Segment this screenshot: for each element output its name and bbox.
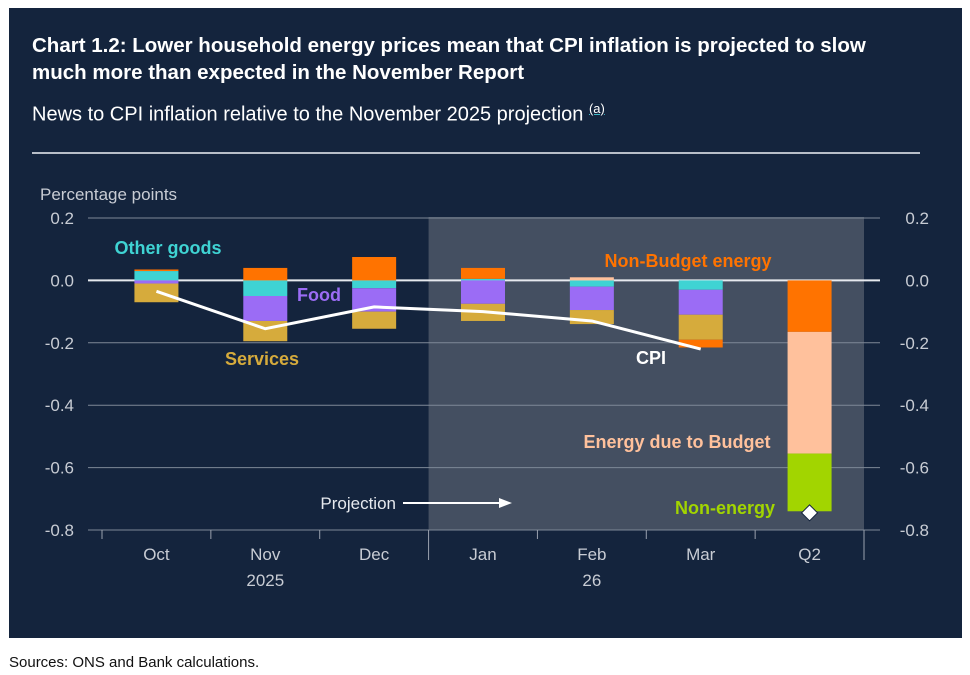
bar-other-goods	[134, 271, 179, 281]
bar-energy-due-to-budget	[569, 277, 614, 281]
bar-energy-due-to-budget	[787, 331, 832, 454]
bar-food	[569, 286, 614, 311]
y-tick-label-right: -0.6	[900, 459, 929, 478]
annotation-food: Food	[297, 285, 341, 305]
bar-food	[134, 280, 179, 284]
bar-non-budget-energy	[352, 257, 397, 281]
bar-services	[352, 311, 397, 329]
annotation-services: Services	[225, 349, 299, 369]
chart-title: Chart 1.2: Lower household energy prices…	[32, 34, 866, 84]
y-tick-label-right: 0.0	[905, 271, 929, 290]
bar-non-budget-energy	[787, 280, 832, 332]
annotation-non-budget-energy: Non-Budget energy	[604, 251, 771, 271]
y-tick-label-left: -0.2	[45, 334, 74, 353]
x-tick-label: Nov	[250, 545, 281, 564]
subtitle-text: News to CPI inflation relative to the No…	[32, 103, 584, 126]
sources-note: Sources: ONS and Bank calculations.	[9, 654, 260, 671]
y-tick-label-left: 0.0	[50, 271, 74, 290]
bar-non-budget-energy	[678, 339, 723, 348]
projection-label: Projection	[320, 494, 396, 513]
bar-other-goods	[352, 280, 397, 289]
x-tick-label: Q2	[798, 545, 821, 564]
bar-other-goods	[569, 280, 614, 287]
cpi-marker-diamond	[800, 504, 819, 522]
annotation-energy-due-to-budget: Energy due to Budget	[583, 432, 770, 452]
x-tick-label: Mar	[686, 545, 716, 564]
y-axis-label: Percentage points	[40, 185, 177, 204]
bar-non-energy	[787, 453, 832, 512]
bar-other-goods	[678, 280, 723, 290]
annotation-other-goods: Other goods	[115, 238, 222, 258]
x-tick-label: Jan	[469, 545, 496, 564]
x-tick-label: Oct	[143, 545, 170, 564]
bar-non-budget-energy	[134, 269, 179, 272]
projection-arrow-head	[499, 498, 512, 508]
bar-other-goods	[243, 280, 288, 296]
x-year-label: 2025	[246, 571, 284, 590]
y-tick-label-left: 0.2	[50, 209, 74, 228]
bar-food	[352, 288, 397, 312]
bar-food	[461, 280, 505, 304]
bar-food	[243, 296, 288, 321]
bar-food	[678, 289, 723, 315]
annotation-cpi: CPI	[636, 348, 666, 368]
y-tick-label-right: 0.2	[905, 209, 929, 228]
y-tick-label-left: -0.8	[45, 521, 74, 540]
y-tick-label-left: -0.4	[45, 396, 74, 415]
cpi-line	[155, 289, 702, 351]
bar-non-budget-energy	[243, 267, 288, 281]
bar-services	[678, 314, 723, 340]
chart-subtitle: News to CPI inflation relative to the No…	[32, 96, 605, 128]
title-divider	[32, 152, 920, 154]
footnote-link[interactable]: (a)	[588, 101, 605, 116]
y-tick-label-left: -0.6	[45, 459, 74, 478]
bar-other-goods	[461, 278, 505, 281]
x-year-label: 26	[582, 571, 601, 590]
bar-non-budget-energy	[461, 267, 505, 279]
y-tick-label-right: -0.2	[900, 334, 929, 353]
annotation-non-energy: Non-energy	[675, 498, 775, 518]
y-tick-label-right: -0.8	[900, 521, 929, 540]
x-tick-label: Dec	[359, 545, 390, 564]
x-tick-label: Feb	[577, 545, 606, 564]
y-tick-label-right: -0.4	[900, 396, 929, 415]
